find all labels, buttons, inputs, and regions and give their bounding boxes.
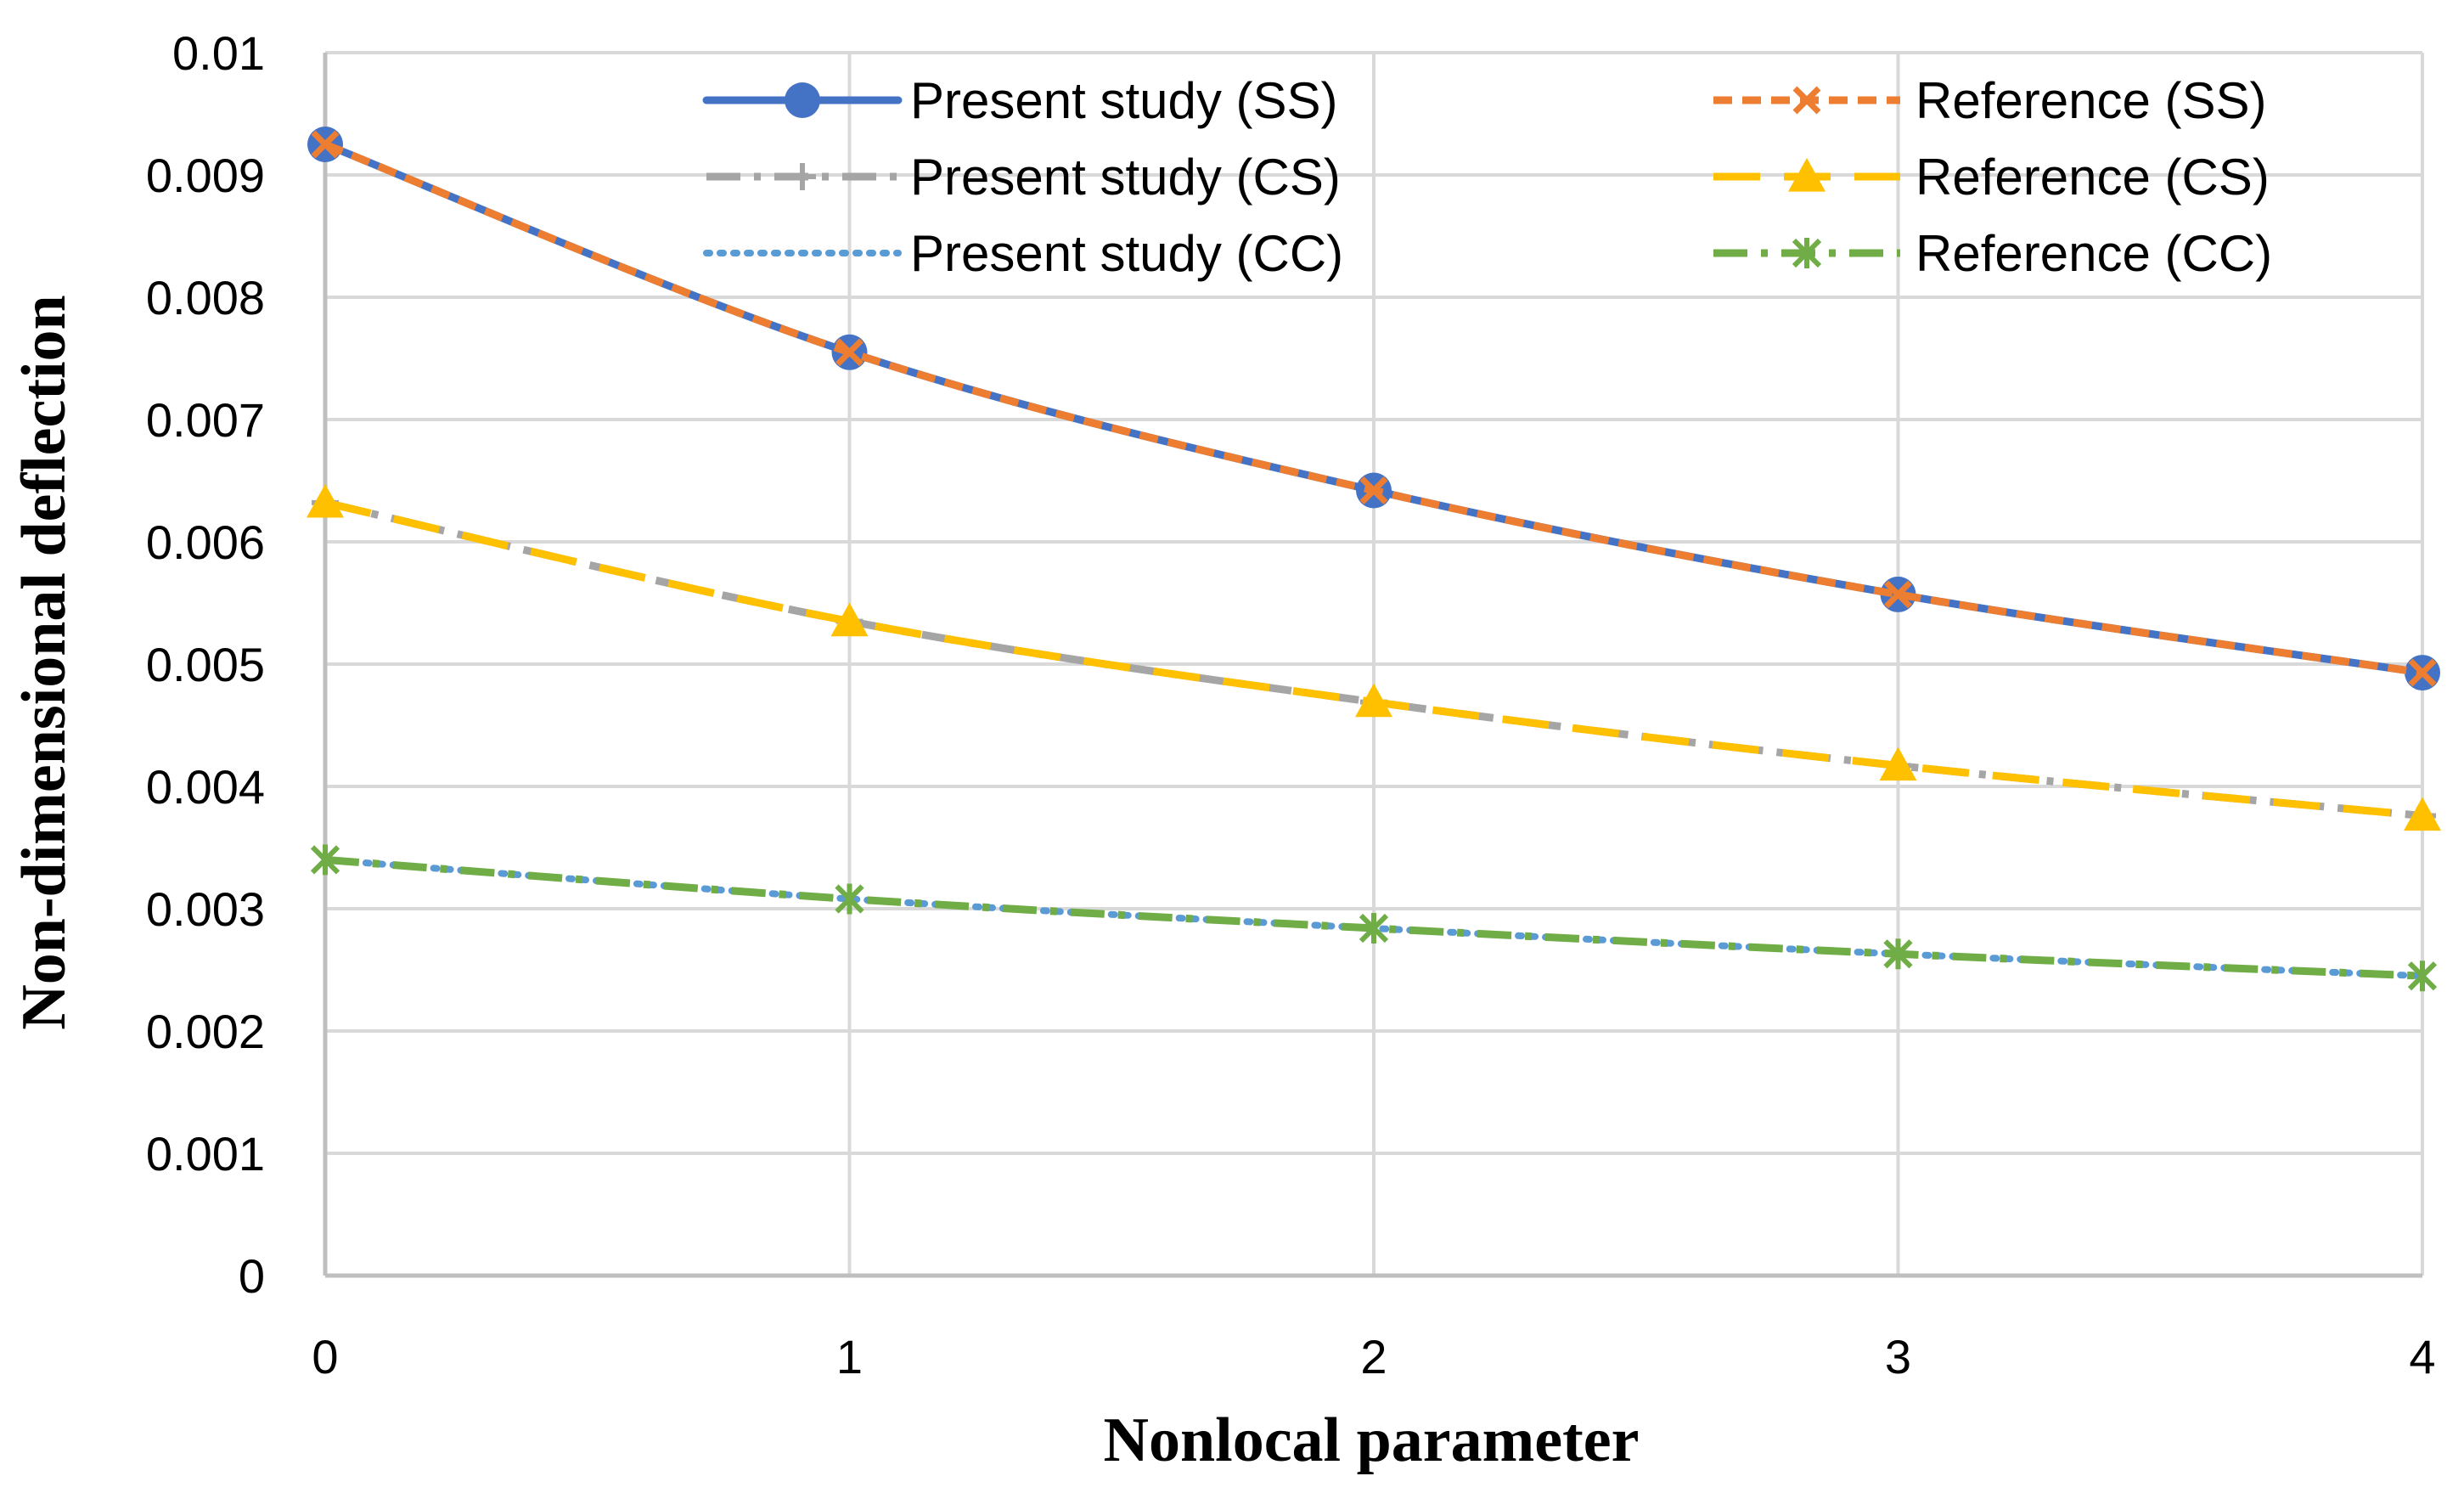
triangle-marker	[1355, 683, 1392, 718]
legend-label: Reference (CC)	[1916, 225, 2272, 282]
circle-marker	[785, 82, 820, 118]
series-5	[310, 844, 2438, 992]
x-marker	[2408, 658, 2437, 687]
legend-label: Present study (SS)	[910, 72, 1338, 129]
legend-label: Reference (CS)	[1916, 149, 2270, 206]
series-3	[307, 483, 2441, 831]
legend-label: Reference (SS)	[1916, 72, 2267, 129]
x-tick-label: 3	[1885, 1330, 1911, 1383]
legend-label: Present study (CC)	[910, 225, 1343, 282]
y-tick-label: 0.004	[146, 760, 265, 814]
star-marker	[310, 844, 340, 876]
y-axis-title: Non-dimensional deflection	[9, 295, 79, 1029]
x-tick-label: 0	[312, 1330, 338, 1383]
y-tick-label: 0.005	[146, 638, 265, 691]
y-tick-label: 0.008	[146, 271, 265, 324]
x-tick-label: 4	[2409, 1330, 2435, 1383]
x-marker	[311, 130, 340, 159]
star-marker	[835, 883, 864, 915]
triangle-marker	[2404, 797, 2441, 831]
plus-marker	[789, 163, 816, 190]
x-marker	[1359, 476, 1388, 504]
legend-entry: Reference (SS)	[1713, 72, 2267, 129]
legend-entry: Present study (SS)	[702, 72, 1338, 129]
legend-entry: Present study (CS)	[706, 149, 1341, 206]
triangle-marker	[1788, 158, 1825, 192]
y-tick-label: 0.006	[146, 516, 265, 569]
x-marker	[835, 338, 864, 367]
x-tick-label: 1	[836, 1330, 863, 1383]
y-tick-label: 0.01	[172, 26, 265, 80]
series-layer	[307, 127, 2441, 992]
series-1	[311, 130, 2437, 687]
star-marker	[2407, 961, 2438, 992]
triangle-marker	[307, 483, 344, 518]
x-marker	[1792, 86, 1821, 115]
legend-entry: Reference (CC)	[1713, 225, 2272, 282]
axes: 0 0.001 0.002 0.003 0.004 0.005 0.006 0.007 0.00…	[146, 26, 2436, 1383]
star-marker	[1883, 938, 1913, 970]
y-tick-label: 0.007	[146, 393, 265, 447]
y-tick-label: 0.001	[146, 1127, 265, 1180]
triangle-marker	[1879, 746, 1917, 781]
legend-entry: Reference (CS)	[1713, 149, 2270, 206]
y-tick-label: 0.003	[146, 882, 265, 936]
star-marker	[1792, 238, 1822, 268]
y-tick-label: 0.002	[146, 1005, 265, 1058]
star-marker	[1359, 913, 1389, 944]
x-axis-title: Nonlocal parameter	[1104, 1406, 1640, 1475]
legend-entry: Present study (CC)	[703, 225, 1343, 282]
triangle-marker	[830, 602, 869, 637]
legend-label: Present study (CS)	[910, 149, 1341, 206]
y-tick-label: 0.009	[146, 149, 265, 202]
legend: Present study (SS) Reference (SS) Present …	[702, 72, 2272, 282]
x-tick-label: 2	[1360, 1330, 1387, 1383]
x-marker	[1884, 580, 1912, 609]
y-tick-label: 0	[239, 1249, 265, 1303]
